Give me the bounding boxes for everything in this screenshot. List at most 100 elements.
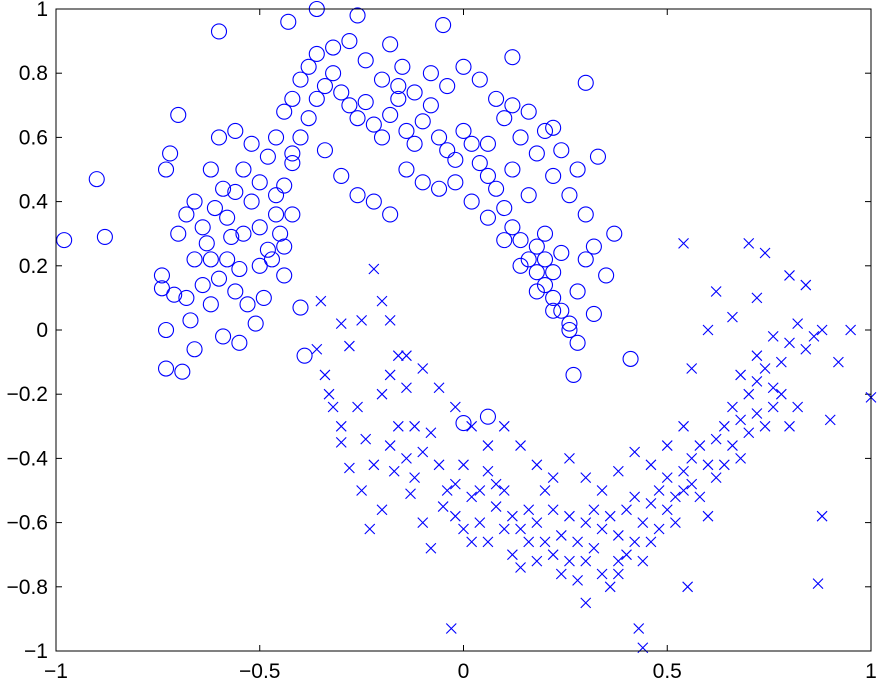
circle-point (267, 129, 285, 146)
circle-point (414, 113, 431, 130)
circle-point (349, 187, 366, 204)
circle-point (422, 65, 439, 82)
circle-point (325, 39, 342, 56)
circle-point (308, 45, 325, 62)
circle-point (284, 145, 301, 162)
circle-point (284, 155, 301, 172)
x-point (621, 549, 632, 561)
circle-point (569, 283, 586, 300)
circle-point (512, 257, 529, 274)
x-point (555, 530, 567, 541)
x-point (409, 472, 420, 484)
x-point (376, 388, 388, 400)
x-point (588, 542, 600, 554)
x-point (572, 574, 583, 586)
circle-point (520, 251, 537, 268)
x-point (417, 363, 429, 374)
x-point (490, 501, 502, 512)
circle-point (198, 235, 215, 252)
circle-point (398, 161, 415, 178)
x-tick-label: 1 (865, 660, 877, 683)
y-tick-label: 0.4 (19, 191, 49, 214)
circle-point (382, 36, 399, 53)
circle-point (206, 199, 223, 217)
x-axis-ticks: −1 −0.5 0 0.5 1 (44, 9, 877, 683)
x-point (449, 401, 461, 413)
circle-point (170, 106, 187, 123)
x-point (356, 314, 368, 326)
circle-point (365, 116, 382, 133)
circle-point (296, 347, 313, 364)
circle-point (88, 171, 105, 188)
circle-point (406, 84, 423, 101)
x-point (466, 420, 478, 432)
circle-point (259, 241, 276, 258)
x-point (547, 549, 559, 561)
circle-point (186, 193, 203, 210)
x-point (612, 465, 624, 477)
x-point (637, 517, 649, 528)
x-point (751, 408, 763, 419)
circle-point (496, 199, 513, 217)
circle-point (569, 161, 586, 178)
circle-point (455, 58, 472, 75)
circle-point (300, 110, 317, 127)
x-point (678, 420, 689, 432)
circle-point (373, 129, 391, 146)
circle-point (202, 296, 219, 313)
circle-point (186, 251, 203, 268)
x-point (759, 420, 771, 432)
circle-point (422, 97, 439, 114)
y-tick-label: 0.2 (19, 255, 48, 278)
x-point (547, 472, 559, 484)
x-point (498, 523, 510, 535)
x-point (718, 420, 730, 432)
x-point (564, 510, 575, 522)
circle-point (496, 110, 513, 127)
x-point (384, 369, 396, 381)
x-point (401, 382, 412, 394)
x-point (498, 420, 510, 432)
x-point (694, 440, 706, 451)
circle-point (479, 408, 497, 425)
data-points (56, 0, 877, 654)
x-point (645, 497, 657, 509)
circle-point (528, 145, 545, 162)
x-point (405, 488, 416, 500)
circle-point (598, 267, 615, 284)
circle-point (210, 270, 228, 287)
x-point (315, 295, 327, 307)
circle-point (202, 251, 219, 268)
x-point (645, 459, 657, 471)
circle-point (553, 302, 570, 319)
x-point (547, 504, 559, 516)
x-point (580, 597, 592, 609)
x-point (401, 453, 412, 464)
x-point (743, 427, 755, 439)
x-point (661, 472, 673, 484)
x-point (344, 462, 355, 474)
x-point (670, 517, 681, 528)
x-point (507, 510, 518, 522)
x-point (417, 517, 429, 528)
x-point (727, 440, 738, 451)
x-point (735, 414, 746, 426)
circle-point (577, 74, 594, 91)
circle-point (622, 350, 639, 367)
circle-point (223, 228, 240, 245)
circle-point (553, 244, 570, 262)
x-point (531, 459, 543, 471)
x-point (482, 536, 494, 548)
circle-point (202, 161, 219, 178)
x-point (800, 343, 812, 355)
circle-point (382, 206, 399, 223)
circle-point (390, 90, 407, 107)
circle-point (276, 177, 293, 194)
x-point (376, 295, 388, 307)
x-point (523, 504, 535, 516)
x-point (718, 459, 730, 471)
x-point (531, 517, 543, 528)
circle-point (292, 71, 309, 88)
x-point (735, 369, 746, 381)
